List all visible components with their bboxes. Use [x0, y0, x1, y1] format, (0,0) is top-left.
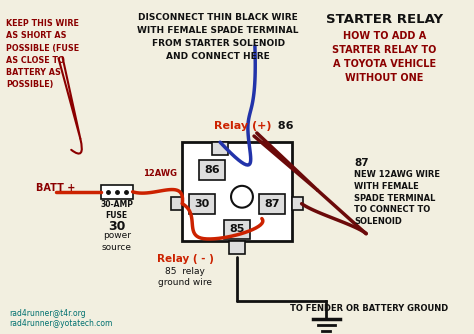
FancyBboxPatch shape: [259, 194, 285, 214]
Text: HOW TO ADD A: HOW TO ADD A: [343, 31, 426, 41]
FancyBboxPatch shape: [224, 219, 250, 239]
Text: 30: 30: [108, 219, 126, 232]
Text: WITH FEMALE SPADE TERMINAL: WITH FEMALE SPADE TERMINAL: [137, 26, 299, 35]
FancyBboxPatch shape: [189, 194, 215, 214]
Text: 85: 85: [229, 224, 245, 234]
FancyBboxPatch shape: [199, 160, 225, 180]
Text: KEEP THIS WIRE
AS SHORT AS
POSSIBLE (FUSE
AS CLOSE TO
BATTERY AS
POSSIBLE): KEEP THIS WIRE AS SHORT AS POSSIBLE (FUS…: [6, 19, 80, 89]
Circle shape: [231, 186, 253, 208]
Text: Relay ( - ): Relay ( - ): [157, 254, 214, 264]
Text: WITHOUT ONE: WITHOUT ONE: [345, 73, 423, 83]
Polygon shape: [212, 142, 228, 155]
Text: NEW 12AWG WIRE
WITH FEMALE
SPADE TERMINAL
TO CONNECT TO
SOLENOID: NEW 12AWG WIRE WITH FEMALE SPADE TERMINA…: [354, 170, 440, 226]
Text: STARTER RELAY TO: STARTER RELAY TO: [332, 45, 437, 55]
Text: rad4runner@t4r.org: rad4runner@t4r.org: [9, 309, 86, 318]
Text: power
source: power source: [102, 231, 132, 252]
Text: A TOYOTA VEHICLE: A TOYOTA VEHICLE: [333, 59, 436, 69]
Text: AND CONNECT HERE: AND CONNECT HERE: [166, 52, 270, 61]
Text: rad4runner@yotatech.com: rad4runner@yotatech.com: [9, 319, 113, 328]
Text: 30-AMP
FUSE: 30-AMP FUSE: [100, 200, 133, 220]
Polygon shape: [292, 197, 303, 210]
Text: 85  relay
ground wire: 85 relay ground wire: [158, 267, 212, 287]
Text: TO FENDER OR BATTERY GROUND: TO FENDER OR BATTERY GROUND: [290, 304, 448, 313]
Text: 87: 87: [354, 158, 369, 168]
Text: BATT +: BATT +: [36, 183, 75, 193]
Text: 87: 87: [264, 199, 280, 209]
Text: 12AWG: 12AWG: [144, 169, 177, 178]
Polygon shape: [171, 197, 182, 210]
Text: 86: 86: [204, 165, 220, 175]
Polygon shape: [229, 241, 245, 254]
Text: STARTER RELAY: STARTER RELAY: [326, 13, 443, 26]
Text: 86: 86: [274, 121, 293, 131]
FancyBboxPatch shape: [182, 142, 292, 241]
FancyBboxPatch shape: [101, 185, 133, 199]
Text: 30: 30: [195, 199, 210, 209]
Text: FROM STARTER SOLENOID: FROM STARTER SOLENOID: [152, 39, 285, 48]
Text: Relay (+): Relay (+): [214, 121, 272, 131]
Text: DISCONNECT THIN BLACK WIRE: DISCONNECT THIN BLACK WIRE: [138, 13, 298, 22]
